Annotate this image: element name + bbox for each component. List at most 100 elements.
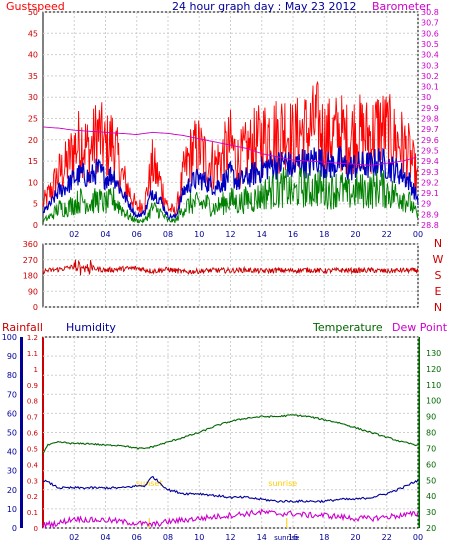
barometer-tick-label: 29.7	[421, 125, 439, 134]
compass-label: E	[435, 285, 442, 298]
barometer-tick-label: 29.2	[421, 178, 439, 187]
temperature-tick-label: 60	[426, 460, 436, 469]
rain-tick-label: 0.5	[27, 445, 38, 453]
climate-hour-tick-label: 00	[413, 533, 423, 542]
rain-tick-label: 0.4	[27, 461, 39, 469]
temperature-tick-label: 130	[426, 349, 441, 358]
barometer-tick-label: 29.9	[421, 104, 439, 113]
dewpoint-line	[42, 508, 419, 530]
direction-tick-label: 360	[23, 240, 38, 249]
gust-tick-label: 35	[28, 72, 38, 81]
direction-tick-label: 180	[23, 272, 38, 281]
direction-tick-label: 90	[28, 287, 38, 296]
wind-hour-tick-label: 10	[194, 230, 204, 239]
wind-hour-tick-label: 22	[382, 230, 392, 239]
barometer-tick-label: 29.6	[421, 136, 439, 145]
gust-tick-label: 40	[28, 51, 38, 60]
sunrise-axis-label: sunrise	[274, 534, 299, 542]
barometer-tick-label: 29.1	[421, 189, 439, 198]
humidity-tick-label: 10	[7, 505, 17, 514]
wind-hour-tick-label: 00	[413, 230, 423, 239]
wind-hour-tick-label: 14	[257, 230, 267, 239]
wind-hour-tick-label: 16	[288, 230, 298, 239]
barometer-tick-label: 29.4	[421, 157, 439, 166]
climate-hour-tick-label: 20	[350, 533, 360, 542]
rain-tick-label: 0.7	[27, 414, 38, 422]
wind-hour-tick-label: 02	[69, 230, 79, 239]
rain-tick-label: 0.1	[27, 509, 38, 517]
barometer-tick-label: 30.6	[421, 29, 439, 38]
gust-tick-label: 0	[33, 221, 38, 230]
direction-tick-label: 0	[33, 303, 38, 312]
gust-axis-title: Gustspeed	[6, 0, 65, 13]
barometer-tick-label: 29.5	[421, 146, 439, 155]
rain-tick-label: 1.1	[27, 350, 38, 358]
rain-tick-label: 0.3	[27, 477, 38, 485]
wind-hour-tick-label: 12	[225, 230, 235, 239]
climate-hour-tick-label: 02	[69, 533, 79, 542]
sunrise-label: sunrise	[268, 479, 297, 488]
barometer-tick-label: 30.3	[421, 61, 439, 70]
gust-tick-label: 10	[28, 178, 38, 187]
rain-tick-label: 0.6	[27, 430, 39, 438]
temperature-tick-label: 90	[426, 413, 436, 422]
gust-tick-label: 50	[28, 8, 38, 17]
barometer-tick-label: 30.4	[421, 51, 439, 60]
temperature-tick-label: 110	[426, 381, 441, 390]
wind-hour-tick-label: 08	[163, 230, 173, 239]
climate-hour-tick-label: 04	[100, 533, 110, 542]
wind-hour-tick-label: 18	[319, 230, 329, 239]
humidity-line	[42, 475, 419, 504]
barometer-tick-label: 29	[421, 200, 431, 209]
compass-label: N	[434, 237, 442, 250]
barometer-tick-label: 30.5	[421, 40, 439, 49]
humidity-tick-label: 0	[12, 524, 17, 533]
temperature-tick-label: 20	[426, 524, 436, 533]
gust-tick-label: 25	[28, 115, 38, 124]
temperature-tick-label: 50	[426, 476, 436, 485]
humidity-tick-label: 20	[7, 486, 17, 495]
climate-hour-tick-label: 10	[194, 533, 204, 542]
humidity-axis-bar	[20, 337, 23, 528]
barometer-tick-label: 30.2	[421, 72, 439, 81]
temperature-axis-title: Temperature	[313, 321, 383, 334]
humidity-tick-label: 40	[7, 448, 17, 457]
sunset-label: sunset	[136, 479, 163, 488]
gust-tick-label: 20	[28, 136, 38, 145]
dewpoint-axis-title: Dew Point	[392, 321, 448, 334]
gust-tick-label: 30	[28, 93, 38, 102]
rain-tick-label: 0.2	[27, 493, 38, 501]
humidity-tick-label: 70	[7, 390, 17, 399]
temperature-tick-label: 100	[426, 397, 441, 406]
rain-tick-label: 1.2	[27, 334, 38, 342]
humidity-tick-label: 60	[7, 409, 17, 418]
climate-hour-tick-label: 14	[257, 533, 267, 542]
temperature-tick-label: 70	[426, 444, 436, 453]
compass-label: S	[435, 269, 442, 282]
barometer-line	[42, 126, 417, 166]
climate-hour-tick-label: 18	[319, 533, 329, 542]
rain-tick-label: 0	[34, 525, 38, 533]
wind-hour-tick-label: 06	[132, 230, 142, 239]
temperature-line	[42, 414, 419, 454]
gust-tick-label: 15	[28, 157, 38, 166]
humidity-axis-title: Humidity	[66, 321, 116, 334]
graph-title: 24 hour graph day : May 23 2012	[172, 0, 357, 13]
humidity-tick-label: 30	[7, 467, 17, 476]
temperature-tick-label: 120	[426, 365, 441, 374]
gust-wind-line	[42, 80, 419, 218]
wind-hour-tick-label: 20	[350, 230, 360, 239]
humidity-tick-label: 100	[2, 333, 17, 342]
temperature-tick-label: 80	[426, 429, 436, 438]
barometer-tick-label: 30.1	[421, 83, 439, 92]
climate-hour-tick-label: 22	[382, 533, 392, 542]
barometer-tick-label: 29.8	[421, 115, 439, 124]
barometer-tick-label: 28.8	[421, 221, 439, 230]
climate-hour-tick-label: 12	[225, 533, 235, 542]
temperature-tick-label: 40	[426, 492, 436, 501]
temperature-tick-label: 30	[426, 508, 436, 517]
barometer-tick-label: 30.8	[421, 8, 439, 17]
temperature-axis-bar	[418, 337, 420, 528]
